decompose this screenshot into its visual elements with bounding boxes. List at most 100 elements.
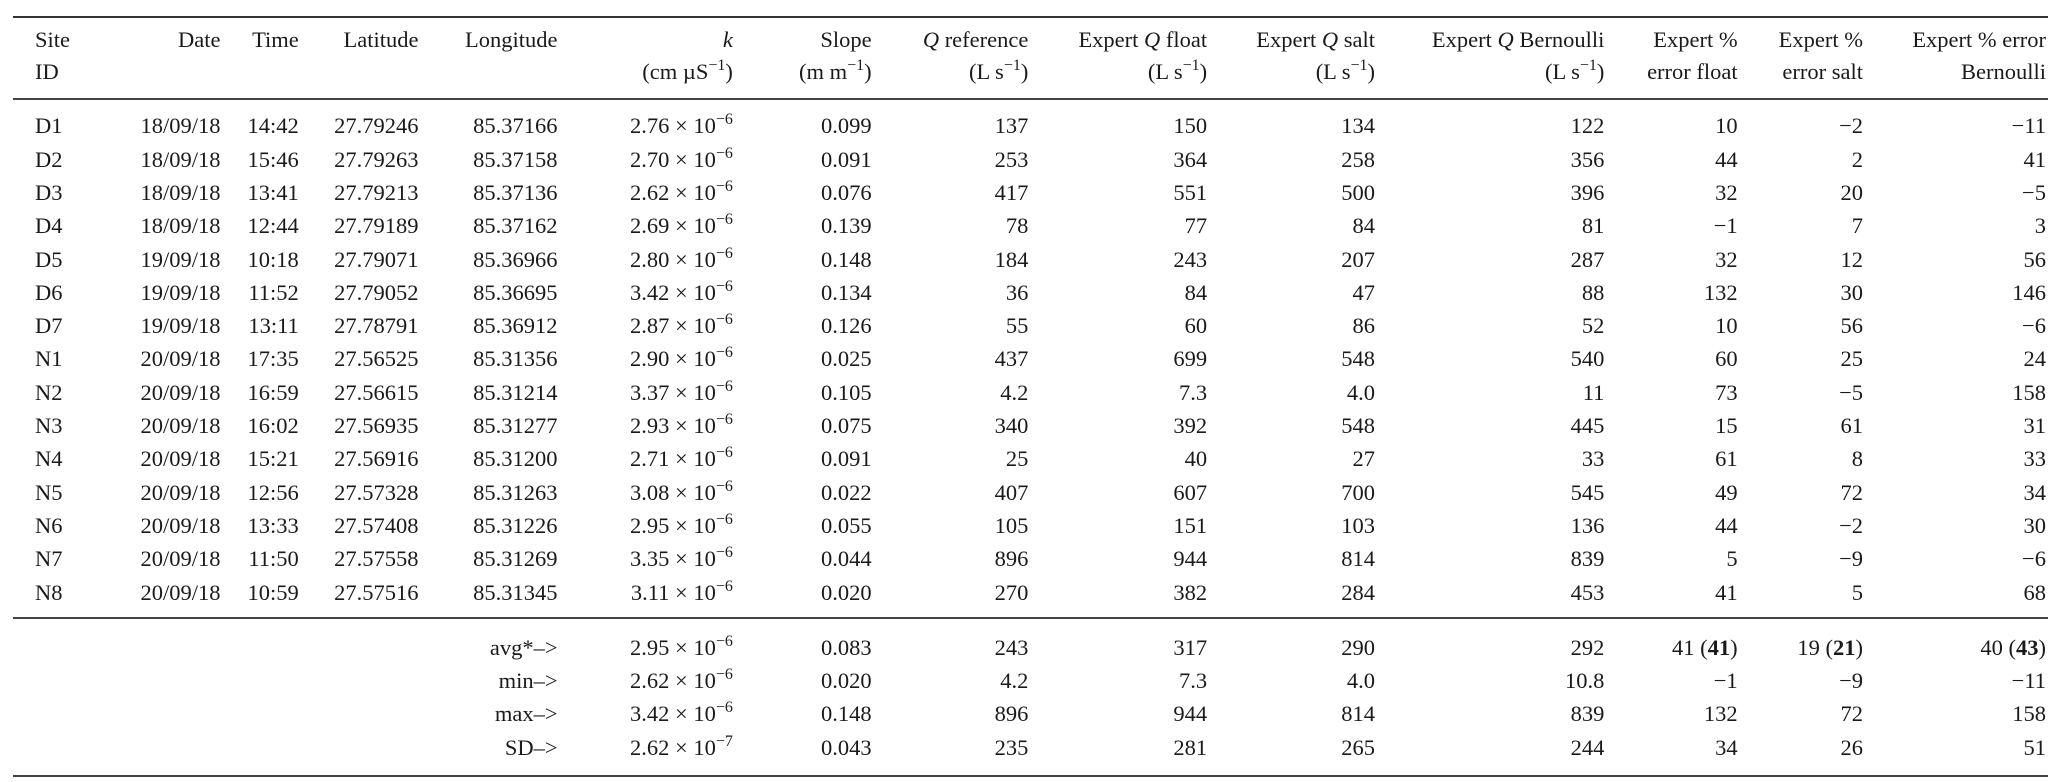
table-row: D5 19/09/18 10:18 27.79071 85.36966 2.80… — [13, 243, 2048, 276]
cell-expert-q-salt: 500 — [1341, 179, 1376, 205]
header-latitude: Latitude — [343, 27, 419, 52]
cell-site-id: N8 — [13, 576, 94, 620]
cell-expert-q-bernoulli: 839 — [1570, 546, 1605, 572]
cell-slope: 0.148 — [821, 701, 872, 727]
cell-date: 19/09/18 — [140, 313, 221, 339]
cell-error-salt: 56 — [1840, 313, 1864, 339]
cell-error-bernoulli: 33 — [2023, 446, 2047, 472]
cell-k: 2.95 × 10−6 — [630, 632, 733, 660]
cell-expert-q-float: 699 — [1173, 346, 1208, 372]
cell-k: 3.35 × 10−6 — [630, 544, 733, 572]
cell-latitude: 27.79213 — [334, 179, 419, 205]
cell-expert-q-salt: 4.0 — [1346, 668, 1376, 694]
cell-slope: 0.022 — [821, 479, 872, 505]
cell-error-bernoulli: −6 — [2022, 313, 2046, 339]
cell-expert-q-salt: 814 — [1341, 701, 1376, 727]
cell-longitude: 85.37136 — [473, 179, 558, 205]
header-expert-q-float: Expert Q float (L s−1) — [1078, 27, 1208, 84]
cell-latitude: 27.79052 — [334, 279, 419, 305]
cell-error-bernoulli: 24 — [2023, 346, 2047, 372]
cell-site-id: D5 — [35, 246, 63, 272]
cell-error-bernoulli: 158 — [2012, 701, 2046, 727]
cell-error-float: 32 — [1715, 179, 1738, 205]
cell-k: 2.62 × 10−7 — [557, 731, 733, 777]
table-row: N4 20/09/18 15:21 27.56916 85.31200 2.71… — [13, 443, 2048, 476]
cell-site-id: D2 — [35, 146, 63, 172]
cell-q-reference: 243 — [994, 634, 1029, 660]
cell-error-float: 34 — [1604, 731, 1738, 777]
cell-time: 14:42 — [247, 113, 299, 139]
cell-slope: 0.025 — [821, 346, 872, 372]
cell-expert-q-salt: 290 — [1341, 634, 1376, 660]
cell-k: 2.69 × 10−6 — [630, 211, 733, 239]
cell-latitude: 27.79189 — [334, 213, 419, 239]
cell-expert-q-float: 281 — [1028, 731, 1208, 777]
table-row: D6 19/09/18 11:52 27.79052 85.36695 3.42… — [13, 276, 2048, 309]
cell-q-reference: 4.2 — [1000, 668, 1029, 694]
table-row: N7 20/09/18 11:50 27.57558 85.31269 3.35… — [13, 543, 2048, 576]
cell-date: 18/09/18 — [140, 113, 221, 139]
cell-expert-q-bernoulli: 356 — [1570, 146, 1605, 172]
table-row: D2 18/09/18 15:46 27.79263 85.37158 2.70… — [13, 143, 2048, 176]
cell-q-reference: 437 — [994, 346, 1029, 372]
cell-empty — [221, 618, 299, 664]
cell-expert-q-bernoulli: 10.8 — [1565, 668, 1605, 694]
stats-row: min–> 2.62 × 10−6 0.020 4.2 7.3 4.0 10.8… — [13, 665, 2048, 698]
cell-site-id: N5 — [35, 479, 63, 505]
cell-date: 20/09/18 — [140, 413, 221, 439]
cell-date: 20/09/18 — [140, 379, 221, 405]
cell-longitude: 85.31214 — [473, 379, 558, 405]
cell-slope: 0.126 — [821, 313, 872, 339]
header-site-id: Site ID — [35, 27, 71, 84]
cell-expert-q-float: 77 — [1184, 213, 1208, 239]
cell-expert-q-float: 392 — [1173, 413, 1208, 439]
stats-row: SD–> 2.62 × 10−7 0.043 235 281 265 244 3… — [13, 731, 2048, 777]
cell-date: 19/09/18 — [140, 246, 221, 272]
cell-error-bernoulli: 51 — [1863, 731, 2048, 777]
cell-error-bernoulli: −6 — [2022, 546, 2046, 572]
cell-empty — [13, 698, 94, 731]
cell-k: 2.80 × 10−6 — [630, 244, 733, 272]
cell-k: 3.42 × 10−6 — [630, 699, 733, 727]
cell-latitude: 27.56916 — [334, 446, 419, 472]
cell-error-float: 132 — [1703, 701, 1738, 727]
cell-latitude: 27.57516 — [298, 576, 419, 620]
cell-error-salt: 20 — [1840, 179, 1864, 205]
cell-expert-q-bernoulli: 33 — [1581, 446, 1605, 472]
cell-slope: 0.020 — [821, 668, 872, 694]
cell-k: 2.62 × 10−6 — [630, 177, 733, 205]
cell-k: 2.62 × 10−6 — [630, 666, 733, 694]
cell-error-float: 49 — [1715, 479, 1738, 505]
cell-slope: 0.134 — [821, 279, 872, 305]
cell-slope: 0.020 — [732, 576, 872, 620]
cell-error-bernoulli: 31 — [2023, 413, 2047, 439]
cell-error-salt: 30 — [1840, 279, 1864, 305]
cell-latitude: 27.78791 — [334, 313, 419, 339]
cell-error-salt: 7 — [1851, 213, 1864, 239]
stats-row: avg*–> 2.95 × 10−6 0.083 243 317 290 292… — [13, 618, 2048, 664]
cell-expert-q-float: 40 — [1184, 446, 1208, 472]
cell-longitude: 85.31200 — [473, 446, 558, 472]
cell-longitude: 85.31356 — [473, 346, 558, 372]
cell-error-float: 10 — [1715, 313, 1738, 339]
header-k: k (cm µS−1) — [642, 27, 733, 84]
cell-stat-label: SD–> — [418, 731, 558, 777]
cell-error-float: 44 — [1715, 146, 1738, 172]
cell-expert-q-float: 364 — [1173, 146, 1208, 172]
cell-slope: 0.083 — [821, 634, 872, 660]
cell-error-salt: 25 — [1840, 346, 1864, 372]
cell-error-salt: 61 — [1840, 413, 1864, 439]
cell-error-bernoulli: 40 (43) — [1980, 634, 2046, 660]
cell-error-float: 15 — [1715, 413, 1738, 439]
cell-expert-q-bernoulli: 287 — [1570, 246, 1605, 272]
cell-q-reference: 55 — [1005, 313, 1029, 339]
cell-expert-q-salt: 265 — [1207, 731, 1376, 777]
cell-q-reference: 78 — [1005, 213, 1029, 239]
cell-date: 20/09/18 — [140, 512, 221, 538]
cell-expert-q-float: 151 — [1173, 512, 1208, 538]
cell-error-bernoulli: 68 — [1863, 576, 2048, 620]
table-row: N6 20/09/18 13:33 27.57408 85.31226 2.95… — [13, 510, 2048, 543]
cell-time: 13:11 — [248, 313, 299, 339]
cell-expert-q-bernoulli: 88 — [1581, 279, 1605, 305]
cell-error-float: 41 (41) — [1672, 634, 1738, 660]
